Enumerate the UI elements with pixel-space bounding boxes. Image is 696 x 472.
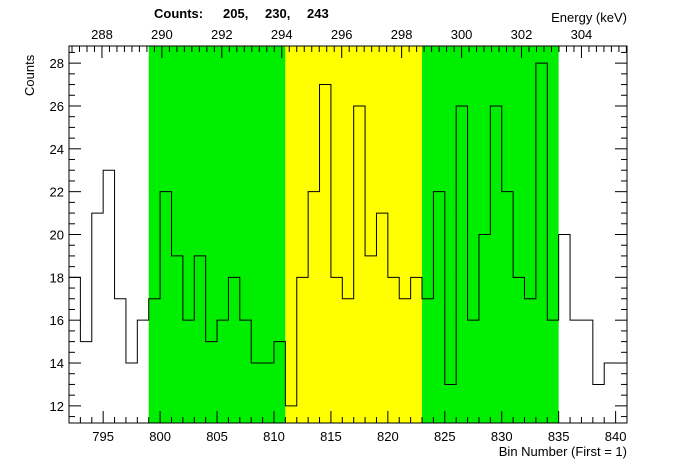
energy-tick-label: 290 [151, 27, 173, 42]
counts-value-1: 205, [223, 6, 248, 21]
counts-value-3: 243 [307, 6, 329, 21]
energy-tick-label: 292 [211, 27, 233, 42]
x-tick-label: 835 [548, 429, 570, 444]
energy-tick-label: 288 [91, 27, 113, 42]
y-axis-title: Counts [22, 54, 37, 96]
x-tick-label: 800 [149, 429, 171, 444]
y-tick-label: 18 [50, 270, 64, 285]
axis-ticks [68, 46, 628, 423]
y-tick-label: 16 [50, 313, 64, 328]
histogram-step-line [69, 62, 616, 407]
y-tick-label: 14 [50, 356, 64, 371]
x-axis-title: Bin Number (First = 1) [499, 444, 627, 459]
energy-tick-label: 294 [271, 27, 293, 42]
bin-axis-labels: 795 800 805 810 815 820 825 830 835 840 [92, 429, 626, 444]
y-tick-label: 20 [50, 228, 64, 243]
energy-tick-label: 302 [511, 27, 533, 42]
counts-axis-labels: 12 14 16 18 20 22 24 26 28 [50, 56, 64, 414]
counts-value-2: 230, [265, 6, 290, 21]
y-tick-label: 22 [50, 185, 64, 200]
energy-tick-label: 298 [391, 27, 413, 42]
x-tick-label: 840 [605, 429, 627, 444]
energy-tick-label: 304 [571, 27, 593, 42]
plot-frame [68, 45, 628, 424]
y-tick-label: 24 [50, 142, 64, 157]
x-tick-label: 810 [263, 429, 285, 444]
x-tick-label: 820 [377, 429, 399, 444]
energy-tick-label: 300 [451, 27, 473, 42]
x-tick-label: 830 [491, 429, 513, 444]
energy-axis-title: Energy (keV) [551, 10, 627, 25]
x-tick-label: 815 [320, 429, 342, 444]
energy-tick-label: 296 [331, 27, 353, 42]
roi-region-1 [148, 46, 286, 423]
y-tick-label: 12 [50, 399, 64, 414]
counts-label: Counts: [154, 6, 203, 21]
x-tick-label: 805 [206, 429, 228, 444]
energy-axis-labels: 288 290 292 294 296 298 300 302 304 [91, 27, 592, 42]
x-tick-label: 825 [434, 429, 456, 444]
y-tick-label: 28 [50, 56, 64, 71]
y-tick-label: 26 [50, 99, 64, 114]
x-tick-label: 795 [92, 429, 114, 444]
